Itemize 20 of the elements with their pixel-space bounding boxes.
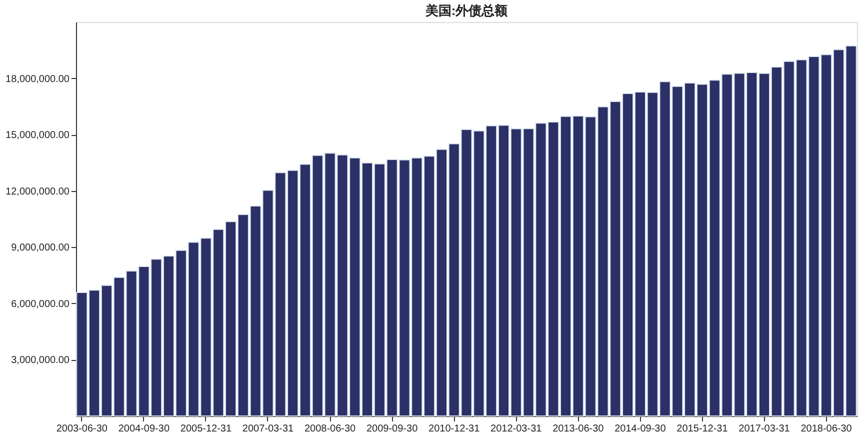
x-tick-label: 2003-06-30 (56, 424, 108, 434)
y-tick-label: 3,000,000.00 (11, 355, 70, 366)
x-tick-label: 2015-12-31 (676, 424, 728, 434)
x-tick-label: 2018-06-30 (800, 424, 852, 434)
chart-title: 美国:外债总额 (424, 3, 509, 18)
y-tick-label: 9,000,000.00 (11, 242, 70, 254)
x-tick-label: 2008-06-30 (304, 424, 356, 434)
x-tick-label: 2009-09-30 (366, 424, 418, 434)
x-tick-label: 2012-03-31 (490, 424, 542, 434)
x-tick-label: 2005-12-31 (180, 424, 232, 434)
x-tick-label: 2014-09-30 (614, 424, 666, 434)
y-tick-label: 15,000,000.00 (6, 130, 70, 142)
x-tick-label: 2007-03-31 (242, 424, 294, 434)
x-tick-label: 2010-12-31 (428, 424, 480, 434)
x-tick-label: 2017-03-31 (738, 424, 790, 434)
y-tick-label: 12,000,000.00 (6, 186, 70, 198)
y-tick-label: 18,000,000.00 (6, 74, 70, 85)
x-tick-label: 2004-09-30 (118, 424, 170, 434)
x-tick-label: 2013-06-30 (552, 424, 604, 434)
y-tick-label: 6,000,000.00 (11, 298, 70, 310)
